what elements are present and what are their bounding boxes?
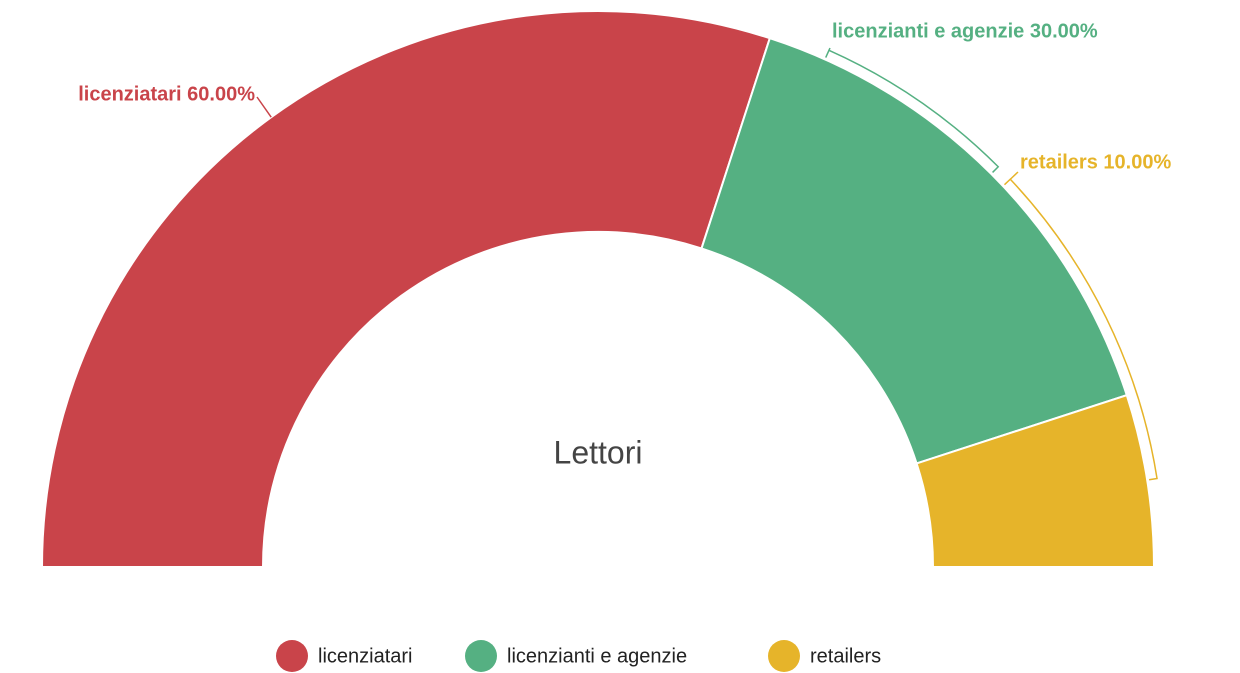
legend-label: retailers <box>810 645 881 667</box>
legend-swatch <box>276 640 308 672</box>
pie-slice <box>700 36 1129 465</box>
legend-label: licenziantі e agenzie <box>507 645 687 667</box>
legend-swatch <box>465 640 497 672</box>
pie-slice <box>40 10 772 568</box>
chart-title: Lettori <box>554 434 643 470</box>
data-label: retailers 10.00% <box>1020 151 1171 173</box>
pie-slice <box>915 393 1156 568</box>
legend-label: licenziatari <box>318 645 412 667</box>
data-label: licenziatari 60.00% <box>78 83 255 105</box>
label-leader <box>825 47 1000 173</box>
label-leader <box>1003 171 1158 481</box>
data-label: licenzianti e agenzie 30.00% <box>832 20 1098 42</box>
label-leader <box>256 96 272 118</box>
legend-swatch <box>768 640 800 672</box>
